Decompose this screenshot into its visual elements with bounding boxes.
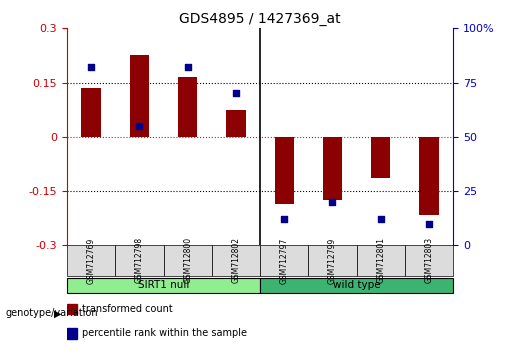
FancyBboxPatch shape (405, 245, 453, 276)
Bar (67, 328, 77, 339)
FancyBboxPatch shape (260, 245, 308, 276)
FancyBboxPatch shape (356, 245, 405, 276)
Text: GSM712797: GSM712797 (280, 237, 289, 284)
FancyBboxPatch shape (212, 245, 260, 276)
Text: GSM712798: GSM712798 (135, 238, 144, 284)
Bar (371, 137, 390, 178)
Text: transformed count: transformed count (82, 304, 173, 314)
Text: GSM712802: GSM712802 (231, 238, 241, 284)
Point (232, 91, 240, 96)
Point (329, 199, 337, 205)
Text: genotype/variation: genotype/variation (5, 308, 98, 318)
Bar (67, 303, 77, 314)
Bar (274, 137, 294, 204)
Bar (130, 56, 149, 137)
FancyBboxPatch shape (163, 245, 212, 276)
Point (425, 221, 433, 226)
Point (135, 123, 144, 129)
FancyBboxPatch shape (67, 278, 260, 293)
Text: GSM712799: GSM712799 (328, 237, 337, 284)
Bar (323, 137, 342, 200)
Bar (226, 110, 246, 137)
Point (87, 64, 95, 70)
Point (280, 216, 288, 222)
Text: percentile rank within the sample: percentile rank within the sample (82, 329, 247, 338)
FancyBboxPatch shape (115, 245, 163, 276)
Bar (419, 137, 439, 215)
Text: ▶: ▶ (54, 308, 62, 318)
Bar (81, 88, 101, 137)
Text: GSM712769: GSM712769 (87, 237, 96, 284)
Text: wild type: wild type (333, 280, 381, 290)
FancyBboxPatch shape (308, 245, 356, 276)
Text: GSM712800: GSM712800 (183, 238, 192, 284)
FancyBboxPatch shape (67, 245, 115, 276)
Bar (178, 77, 197, 137)
FancyBboxPatch shape (260, 278, 453, 293)
Text: GSM712803: GSM712803 (424, 238, 434, 284)
Point (183, 64, 192, 70)
Title: GDS4895 / 1427369_at: GDS4895 / 1427369_at (179, 12, 341, 26)
Text: GSM712801: GSM712801 (376, 238, 385, 284)
Text: SIRT1 null: SIRT1 null (138, 280, 189, 290)
Point (376, 216, 385, 222)
